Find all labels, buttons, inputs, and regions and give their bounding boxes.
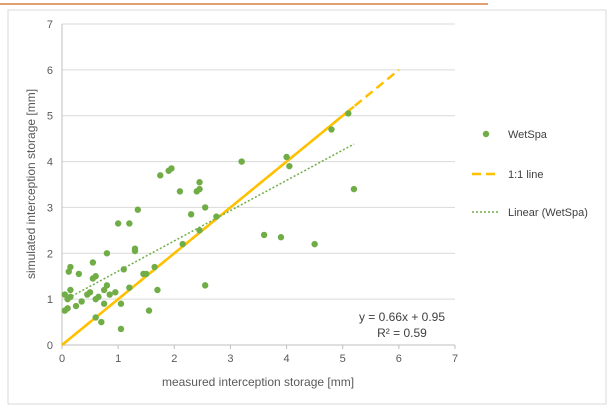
data-point bbox=[92, 314, 99, 321]
data-point bbox=[131, 247, 139, 255]
data-point bbox=[286, 162, 293, 170]
data-point bbox=[196, 185, 203, 193]
data-point bbox=[112, 289, 119, 296]
data-point bbox=[213, 213, 220, 220]
data-point bbox=[72, 302, 80, 310]
data-point bbox=[103, 250, 111, 257]
x-tick-label: 7 bbox=[452, 353, 458, 365]
data-point bbox=[126, 220, 133, 227]
data-point bbox=[75, 270, 83, 278]
data-point bbox=[283, 153, 290, 161]
data-point bbox=[67, 263, 74, 271]
y-tick-label: 6 bbox=[47, 65, 53, 77]
x-tick-label: 2 bbox=[171, 353, 177, 365]
data-point bbox=[311, 240, 318, 248]
data-point bbox=[117, 300, 125, 307]
x-tick-labels: 0 1 2 3 4 5 6 7 bbox=[59, 353, 458, 365]
series-lines bbox=[61, 68, 400, 346]
one-to-one-line bbox=[61, 68, 400, 346]
data-point bbox=[86, 289, 94, 296]
equation-label: y = 0.66x + 0.95 bbox=[359, 310, 445, 324]
data-point bbox=[260, 231, 268, 239]
data-point bbox=[114, 220, 122, 227]
x-tick-label: 0 bbox=[59, 353, 65, 365]
y-tick-label: 0 bbox=[47, 340, 53, 352]
y-tick-label: 2 bbox=[47, 248, 53, 260]
x-tick-label: 5 bbox=[340, 353, 346, 365]
data-point bbox=[187, 211, 195, 218]
x-tick-label: 4 bbox=[284, 353, 290, 365]
data-point bbox=[120, 266, 127, 273]
data-point bbox=[179, 240, 186, 248]
x-tick-label: 3 bbox=[227, 353, 233, 365]
data-point bbox=[95, 293, 102, 301]
data-point bbox=[117, 325, 125, 333]
data-point bbox=[98, 318, 105, 326]
data-point bbox=[134, 206, 141, 213]
x-tick-label: 6 bbox=[396, 353, 402, 365]
data-point bbox=[345, 110, 352, 117]
data-point bbox=[350, 185, 358, 193]
data-point bbox=[238, 158, 245, 165]
data-point bbox=[196, 227, 203, 234]
data-point bbox=[89, 259, 97, 266]
legend-label: WetSpa bbox=[508, 129, 548, 141]
scatter-points bbox=[61, 110, 358, 333]
data-point bbox=[168, 165, 175, 172]
data-point bbox=[145, 307, 153, 314]
linear-trendline bbox=[64, 143, 355, 301]
data-point bbox=[126, 284, 133, 291]
data-point bbox=[277, 234, 285, 241]
data-point bbox=[100, 300, 108, 307]
legend-label: 1:1 line bbox=[508, 169, 543, 181]
legend: WetSpa 1:1 line Linear (WetSpa) bbox=[472, 129, 588, 219]
y-tick-label: 4 bbox=[47, 157, 53, 169]
data-point bbox=[151, 263, 158, 271]
legend-label: Linear (WetSpa) bbox=[508, 207, 588, 219]
x-axis-title: measured interception storage [mm] bbox=[162, 375, 354, 389]
data-point bbox=[78, 298, 85, 305]
y-tick-label: 3 bbox=[47, 202, 53, 214]
legend-marker-wetspa bbox=[482, 130, 490, 138]
data-point bbox=[201, 282, 209, 289]
data-point bbox=[176, 188, 184, 195]
data-point bbox=[67, 293, 74, 301]
data-point bbox=[196, 179, 203, 186]
y-axis-title: simulated interception storage [mm] bbox=[24, 89, 38, 279]
data-point bbox=[201, 204, 209, 211]
data-point bbox=[154, 286, 161, 294]
y-tick-labels: 0 1 2 3 4 5 6 7 bbox=[47, 19, 53, 352]
data-point bbox=[100, 286, 108, 294]
axes bbox=[61, 24, 456, 349]
r-squared-label: R² = 0.59 bbox=[377, 326, 427, 340]
data-point bbox=[328, 126, 335, 133]
y-tick-label: 7 bbox=[47, 19, 53, 31]
y-tick-label: 1 bbox=[47, 294, 53, 306]
data-point bbox=[64, 305, 71, 312]
data-point bbox=[67, 286, 74, 294]
x-tick-label: 1 bbox=[115, 353, 121, 365]
data-point bbox=[157, 172, 164, 179]
data-point bbox=[143, 270, 150, 278]
y-tick-label: 5 bbox=[47, 111, 53, 123]
data-point bbox=[61, 291, 69, 298]
data-point bbox=[103, 282, 111, 289]
data-point bbox=[106, 291, 113, 298]
data-point bbox=[92, 273, 99, 280]
